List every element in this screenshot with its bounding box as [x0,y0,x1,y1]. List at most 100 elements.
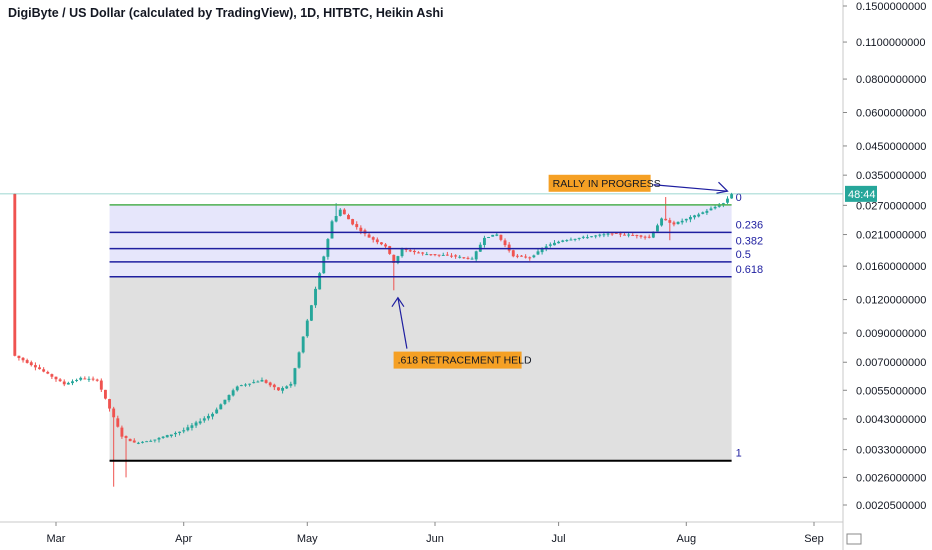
y-tick-label-5: 0.0350000000 [856,170,926,182]
rally-annotation-text: RALLY IN PROGRESS [553,178,661,190]
candle-body-118 [499,234,503,240]
candle-body-97 [412,250,416,253]
candle-body-143 [602,234,606,236]
candle-body-141 [594,235,598,237]
y-tick-label-7: 0.0210000000 [856,230,926,242]
candle-body-8 [46,371,50,374]
candle-body-14 [71,381,74,384]
candle-body-47 [206,415,210,419]
candle-body-81 [347,215,350,220]
candle-body-40 [178,431,182,433]
candle-body-119 [503,240,507,246]
candle-body-151 [635,235,639,237]
candle-body-166 [697,214,701,217]
candle-body-55 [239,385,243,387]
y-tick-label-0: 0.1500000000 [856,1,926,13]
candle-body-69 [297,352,301,368]
candle-body-70 [301,336,305,353]
candle-body-1 [17,355,21,359]
rally-annotation-box [548,174,651,192]
y-tick-label-6: 0.0270000000 [856,200,926,212]
candle-body-10 [54,376,58,380]
rally-arrow-shaft [653,184,728,192]
candle-body-51 [223,399,227,404]
candle-body-139 [585,237,589,239]
candle-body-49 [215,409,219,414]
candle-body-110 [466,257,470,259]
candle-body-140 [590,236,593,238]
candle-body-78 [334,216,338,222]
y-tick-label-11: 0.0070000000 [856,357,926,369]
retracement-annotation-box [393,351,522,369]
candle-body-96 [408,250,412,252]
candle-body-19 [91,378,95,380]
candle-body-116 [491,234,495,237]
candle-body-75 [322,256,326,274]
candle-body-121 [511,250,515,257]
candle-body-50 [219,404,223,410]
candle-body-99 [421,252,425,254]
candle-body-162 [680,220,684,223]
candle-body-66 [285,386,289,389]
candle-body-145 [610,233,614,235]
candle-body-22 [103,389,107,399]
candle-body-45 [198,421,202,424]
candle-body-58 [252,382,256,384]
y-tick-label-12: 0.0055000000 [856,385,926,397]
candle-body-89 [380,242,383,245]
axis-settings-icon [846,533,862,545]
candle-body-132 [557,241,561,244]
candle-body-46 [202,418,206,421]
candle-body-170 [713,206,717,209]
y-tick-label-3: 0.0600000000 [856,108,926,120]
candle-body-23 [108,399,111,409]
candle-body-12 [62,381,66,385]
candle-body-93 [396,256,400,263]
candle-body-34 [153,439,157,441]
candle-body-77 [330,221,334,239]
candle-body-72 [309,305,313,321]
fib-label-0_382: 0.382 [736,236,764,248]
candle-body-25 [116,418,120,427]
candle-body-171 [717,205,721,207]
retracement-arrow-head [391,296,405,308]
candle-body-150 [631,234,635,236]
candle-body-44 [194,422,198,426]
candle-body-148 [623,234,626,236]
candle-body-29 [132,440,136,443]
candle-body-32 [145,441,149,443]
candle-body-154 [647,236,651,238]
candle-body-131 [553,242,556,246]
candle-body-2 [21,357,25,361]
candle-body-157 [660,218,664,226]
candle-body-124 [524,256,528,258]
candle-body-109 [462,257,466,259]
candle-body-172 [721,203,725,205]
candle-body-169 [709,208,713,211]
candle-body-27 [124,436,128,438]
y-tick-label-13: 0.0043000000 [856,414,926,426]
candle-body-130 [548,244,552,246]
candle-body-63 [272,384,276,388]
candle-body-9 [50,374,54,377]
candle-body-84 [359,227,363,232]
candle-body-79 [338,209,342,216]
candle-body-56 [244,384,247,386]
candle-body-111 [470,258,474,260]
candle-body-59 [256,381,260,383]
y-tick-label-15: 0.0026000000 [856,472,926,484]
candle-body-90 [384,244,388,247]
candle-body-92 [392,254,396,263]
candle-body-71 [305,320,309,337]
candle-body-167 [701,212,705,214]
candle-body-52 [227,395,231,401]
candle-body-36 [161,436,165,438]
candle-body-13 [66,382,70,385]
candle-body-3 [25,360,29,363]
candle-body-68 [293,368,297,385]
candle-body-174 [730,194,734,199]
candle-body-43 [190,425,194,428]
candle-body-5 [33,365,37,368]
